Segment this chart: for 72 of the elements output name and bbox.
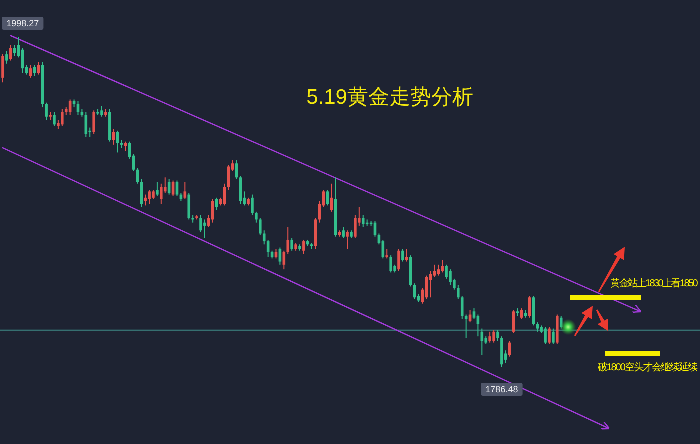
ref-line-label: 破1800空头才会继续延续 <box>596 362 698 374</box>
candlestick <box>45 102 48 121</box>
candlestick <box>13 44 16 57</box>
candlestick <box>227 164 230 191</box>
candlestick <box>480 328 484 356</box>
candlestick <box>100 105 104 118</box>
candlestick <box>346 230 349 250</box>
candlestick <box>342 227 345 239</box>
candlestick <box>112 128 116 146</box>
candlestick <box>520 308 524 320</box>
candlestick <box>492 330 496 344</box>
candlestick <box>354 214 357 239</box>
candlestick <box>266 239 270 258</box>
candlestick <box>2 54 4 84</box>
candlestick <box>136 168 140 184</box>
candlestick <box>160 183 163 205</box>
candlestick <box>528 296 532 318</box>
candlestick <box>204 219 206 239</box>
candlestick <box>544 326 547 345</box>
candlestick <box>33 64 36 77</box>
candlestick <box>259 218 262 236</box>
candlestick <box>433 264 436 278</box>
candlestick <box>488 331 492 344</box>
candlestick <box>215 197 218 211</box>
candlestick <box>445 264 448 280</box>
candlestick <box>290 238 294 252</box>
candlestick <box>37 62 40 76</box>
candlestick <box>184 182 187 200</box>
candlestick <box>152 190 155 200</box>
candlestick <box>140 178 143 208</box>
candlestick <box>437 264 440 276</box>
candlestick <box>457 284 460 300</box>
text: 5.19黄金走势分析 <box>306 86 474 109</box>
candlestick <box>156 182 159 197</box>
candlestick <box>148 190 151 205</box>
candlestick <box>235 160 238 180</box>
candlestick <box>406 248 408 262</box>
candlestick <box>398 248 400 272</box>
candlestick <box>390 255 392 274</box>
candlestick <box>508 340 512 358</box>
candlestick <box>53 112 56 127</box>
candlestick <box>251 194 254 216</box>
candlestick <box>512 310 516 334</box>
candlestick <box>61 108 64 127</box>
candlestick <box>386 248 389 260</box>
candlestick <box>255 211 258 224</box>
candlestick <box>6 50 8 64</box>
candlestick <box>29 64 32 78</box>
candlestick <box>200 214 202 233</box>
candlestick <box>402 248 404 262</box>
candlestick <box>496 330 500 342</box>
candlestick <box>144 194 147 206</box>
candlestick <box>441 260 444 274</box>
candlestick <box>92 110 96 135</box>
candlestick <box>10 44 12 62</box>
candlestick <box>552 328 555 345</box>
candlestick <box>211 198 214 224</box>
candlestick <box>536 322 539 332</box>
annotation: 1786.48 <box>486 384 518 394</box>
candlestick <box>188 192 191 220</box>
candlestick <box>472 308 476 320</box>
candlestick <box>548 326 551 345</box>
candlestick <box>449 269 452 286</box>
candlestick <box>362 214 365 228</box>
candlestick <box>116 130 120 154</box>
ref-line-label: 黄金站上1830上看1850 <box>610 278 699 290</box>
candlestick <box>460 296 464 320</box>
annotation: 1998.27 <box>6 18 40 28</box>
candlestick <box>286 227 290 255</box>
candlestick <box>302 239 306 255</box>
candlestick <box>262 230 266 246</box>
candlestick <box>239 176 242 205</box>
